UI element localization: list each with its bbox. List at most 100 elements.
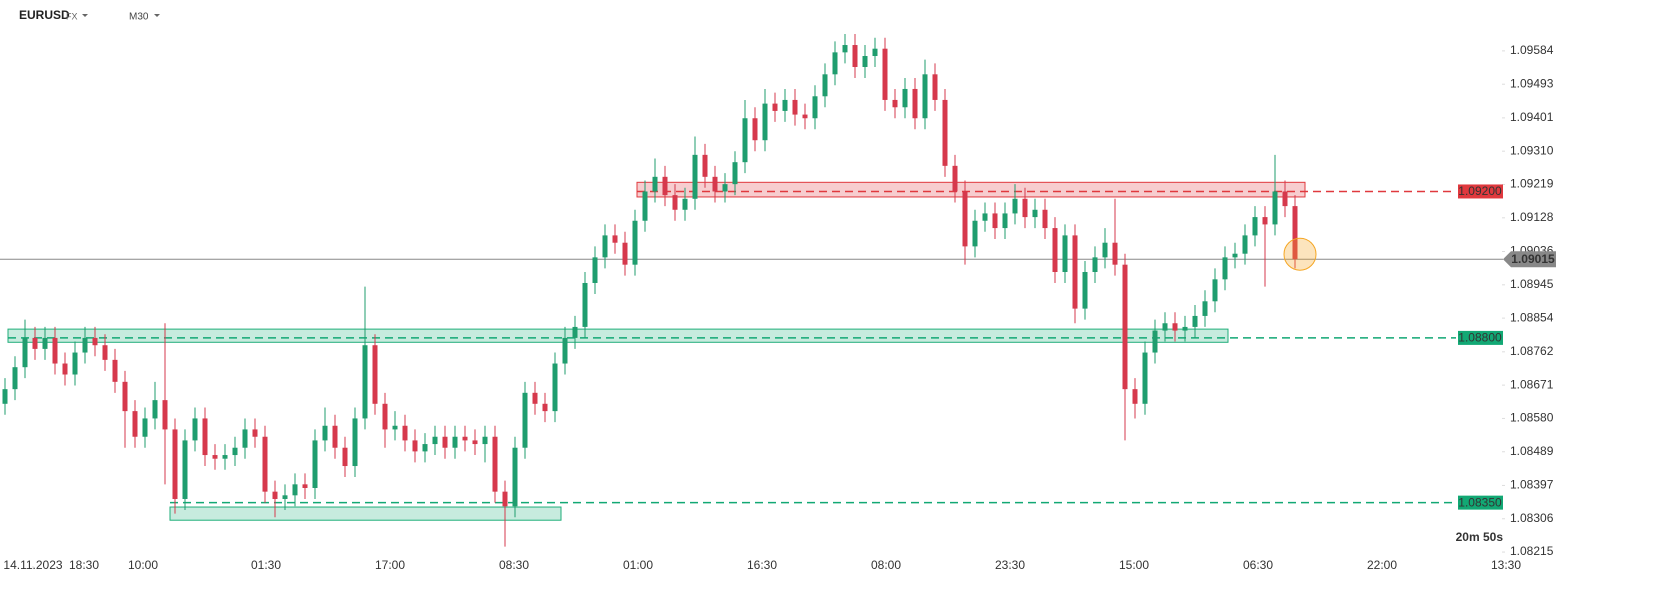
candle-body [1092, 257, 1098, 273]
candle-body [472, 440, 478, 445]
candle-body [972, 220, 978, 247]
x-tick-label: 06:30 [1243, 558, 1273, 572]
candle-body [162, 400, 168, 430]
zone [7, 328, 1229, 343]
candle-body [862, 56, 868, 67]
symbol[interactable]: EURUSD [19, 8, 70, 22]
candle-body [452, 436, 458, 448]
candle-body [662, 176, 668, 196]
market: FX [66, 11, 78, 21]
y-tick-label: 1.08306 [1510, 511, 1554, 525]
y-tick-label: 1.08945 [1510, 277, 1554, 291]
candle-body [572, 326, 578, 338]
candle-body [682, 198, 688, 210]
candle-body [922, 74, 928, 119]
candle-body [1182, 326, 1188, 331]
candle-body [622, 242, 628, 265]
candle-body [1032, 209, 1038, 218]
y-tick-label: 1.08489 [1510, 444, 1554, 458]
candle-body [302, 484, 308, 488]
dropdown-arrow[interactable] [154, 14, 160, 17]
candle-body [62, 363, 68, 375]
candle-body [112, 359, 118, 382]
y-tick-label: 1.09584 [1510, 43, 1554, 57]
candle-body [742, 118, 748, 163]
candle-body [962, 191, 968, 247]
x-tick-label: 17:00 [375, 558, 405, 572]
candle-body [512, 447, 518, 507]
candle-body [1162, 323, 1168, 331]
candle-body [1052, 228, 1058, 273]
candle-body [712, 176, 718, 192]
candle-body [402, 425, 408, 441]
y-tick-label: 1.09493 [1510, 76, 1554, 90]
candle-body [892, 99, 898, 108]
zone [169, 506, 562, 521]
candle-body [502, 491, 508, 507]
dropdown-arrow[interactable] [82, 14, 88, 17]
candle-body [182, 440, 188, 499]
candle-body [92, 337, 98, 346]
candle-body [642, 191, 648, 221]
x-tick-label: 14.11.2023 [3, 558, 62, 572]
x-tick-label: 13:30 [1491, 558, 1521, 572]
candle-body [292, 484, 298, 496]
candle-body [762, 103, 768, 141]
x-tick-label: 18:30 [69, 558, 99, 572]
candle-body [232, 447, 238, 456]
plot-area: 1.09584 1.09493 1.09401 1.09310 1.09219 1.091… [0, 34, 1556, 572]
candle-body [992, 213, 998, 229]
x-tick-label: 01:30 [251, 558, 281, 572]
candle-body [422, 444, 428, 452]
x-tick-label: 16:30 [747, 558, 777, 572]
candle-body [102, 345, 108, 360]
candle-body [1072, 235, 1078, 309]
level-label-box [1458, 330, 1503, 345]
x-tick-label: 23:30 [995, 558, 1025, 572]
candle-body [1202, 301, 1208, 316]
candle-body [802, 114, 808, 119]
candle-body [1242, 235, 1248, 254]
countdown: 20m 50s [1456, 530, 1504, 544]
candle-body [672, 195, 678, 210]
candle-body [1042, 209, 1048, 229]
candle-body [12, 367, 18, 390]
candle-body [532, 392, 538, 404]
level-label: 1.08800 [1458, 331, 1502, 345]
level-label-box [1458, 184, 1503, 199]
candle-body [492, 436, 498, 492]
candle-body [692, 154, 698, 199]
candle-body [1262, 217, 1268, 225]
highlight-circle [1283, 237, 1317, 271]
candle-body [952, 165, 958, 192]
candle-body [322, 425, 328, 441]
candle-body [1292, 206, 1298, 260]
level-label-box [1458, 495, 1503, 510]
candle-body [1212, 279, 1218, 302]
x-tick-label: 10:00 [128, 558, 158, 572]
candle-body [932, 74, 938, 100]
candle-body [2, 389, 8, 404]
candle-body [1082, 272, 1088, 309]
y-tick-label: 1.09310 [1510, 143, 1554, 157]
candle-body [32, 337, 38, 349]
candle-body [482, 436, 488, 445]
timeframe[interactable]: M30 [129, 12, 149, 23]
candle-body [852, 45, 858, 67]
candle-body [1272, 191, 1278, 225]
candle-body [782, 99, 788, 111]
candle-body [872, 48, 878, 57]
candle-body [722, 184, 728, 192]
candle-body [42, 337, 48, 349]
level-label: 1.09200 [1458, 184, 1502, 198]
candle-body [1112, 242, 1118, 265]
candle-body [1102, 242, 1108, 258]
candle-body [552, 363, 558, 412]
y-tick-label: 1.08854 [1510, 310, 1554, 324]
candle-body [822, 74, 828, 97]
candle-body [1172, 323, 1178, 331]
candle-body [462, 436, 468, 441]
last-price-box [1503, 251, 1556, 268]
candle-body [1062, 235, 1068, 273]
